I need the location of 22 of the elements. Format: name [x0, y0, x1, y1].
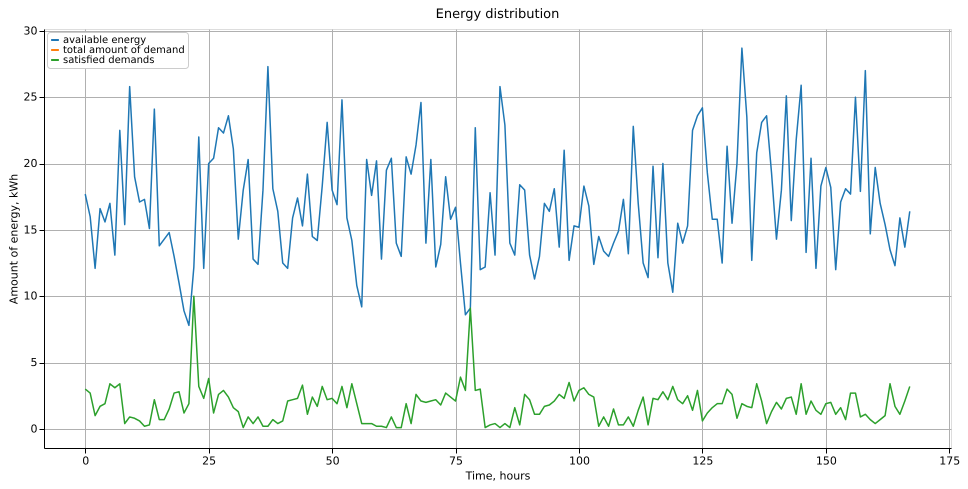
y-tick-label: 10 [24, 290, 38, 303]
legend-label: total amount of demand [63, 45, 185, 56]
y-tick-label: 30 [24, 24, 38, 38]
y-tick-label: 20 [24, 157, 38, 170]
y-tick-label: 15 [24, 223, 38, 236]
y-axis-title: Amount of energy, kWh [8, 174, 21, 304]
legend-label: satisfied demands [63, 55, 154, 66]
chart-title: Energy distribution [436, 6, 560, 22]
x-tick-label: 25 [202, 454, 216, 468]
x-tick-label: 125 [692, 454, 714, 468]
x-tick-label: 100 [568, 454, 590, 468]
x-tick-label: 0 [82, 454, 90, 468]
y-tick-label: 0 [30, 422, 38, 436]
legend-label: available energy [63, 35, 146, 46]
y-tick-label: 5 [30, 356, 38, 370]
x-axis-title: Time, hours [464, 470, 531, 482]
x-tick-label: 75 [449, 454, 464, 468]
line-series [84, 295, 911, 428]
x-tick-label: 175 [939, 454, 960, 468]
y-tick-label: 25 [24, 90, 38, 104]
x-tick-label: 50 [326, 454, 340, 468]
x-tick-label: 150 [816, 454, 837, 468]
